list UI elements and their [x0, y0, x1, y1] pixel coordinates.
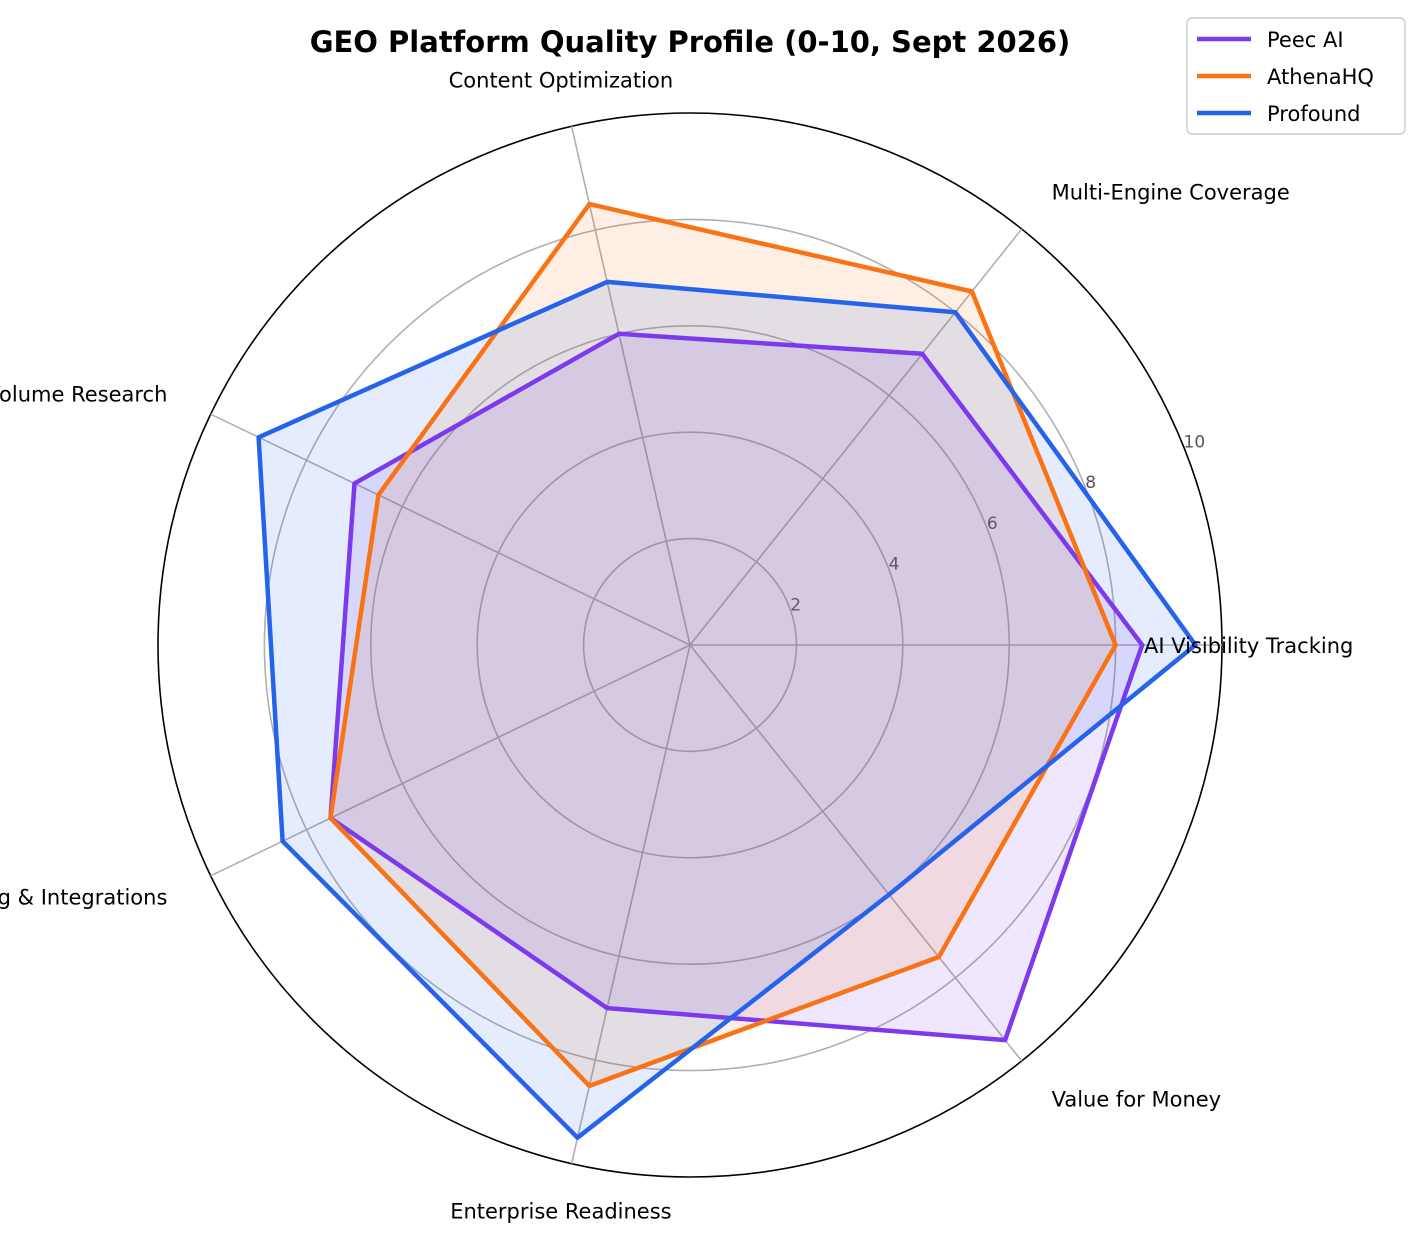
axis-label: Enterprise Readiness — [450, 1200, 671, 1224]
radial-tick-label: 6 — [987, 514, 998, 534]
legend-box — [1186, 17, 1406, 135]
legend-entry: AthenaHQ — [1267, 65, 1374, 89]
radial-tick-label: 2 — [790, 595, 801, 615]
chart-title: GEO Platform Quality Profile (0-10, Sept… — [310, 25, 1071, 59]
radial-tick-label: 4 — [889, 555, 900, 575]
series-line-athenahq — [328, 201, 1118, 1089]
axis-label: Value for Money — [1052, 1088, 1222, 1112]
legend-entry: Peec AI — [1267, 28, 1344, 52]
axis-label: Content Optimization — [449, 69, 674, 93]
series-fill-peec-ai — [330, 333, 1143, 1041]
spoke-line — [570, 126, 691, 646]
spoke-line — [570, 644, 691, 1164]
spoke-line — [210, 413, 691, 646]
axis-label: AI Visibility Tracking — [1144, 634, 1353, 658]
spoke-line — [689, 228, 1023, 646]
legend-entry: Profound — [1267, 102, 1361, 126]
series-fills — [258, 204, 1196, 1138]
axis-label: Multi-Engine Coverage — [1052, 181, 1290, 205]
spoke-line — [689, 644, 1023, 1062]
axis-label: Reporting & Integrations — [0, 886, 167, 910]
series-fill-profound — [258, 281, 1196, 1138]
spoke-line — [210, 644, 691, 877]
legend: Peec AI AthenaHQ Profound — [1186, 17, 1406, 135]
series-line-peec-ai — [328, 331, 1145, 1043]
radial-tick-label: 8 — [1085, 473, 1096, 493]
axis-label: Prompt & Volume Research — [0, 382, 167, 406]
series-lines — [256, 201, 1198, 1140]
series-fill-athenahq — [330, 204, 1116, 1086]
axis-labels: AI Visibility Tracking Multi-Engine Cover… — [0, 69, 1353, 1224]
radial-tick-label: 10 — [1184, 432, 1206, 452]
series-line-profound — [256, 279, 1198, 1140]
